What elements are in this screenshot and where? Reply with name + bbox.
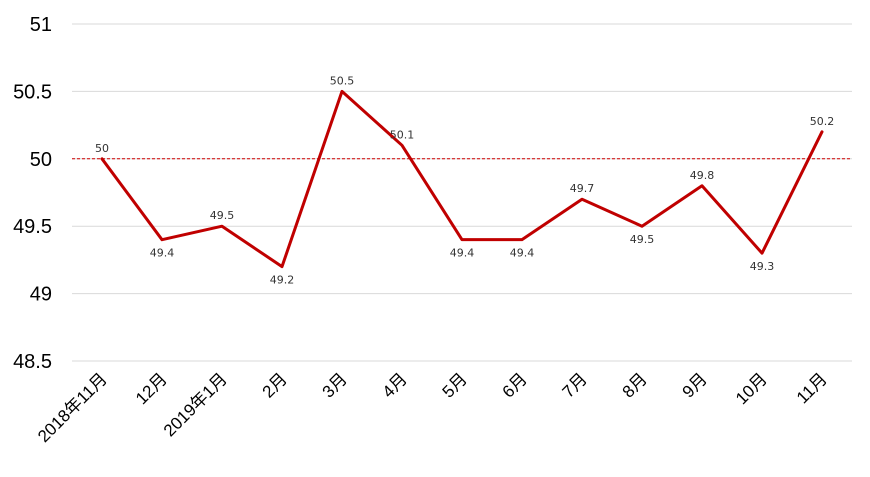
- y-tick-label: 51: [30, 14, 52, 36]
- series-line: [100, 89, 824, 269]
- x-tick-label: 12月: [132, 369, 171, 408]
- x-tick-label: 6月: [499, 369, 531, 401]
- data-labels: 50 49.4 49.5 49.2 50.5 50.1 49.4 49.4 49.7 49.5 49…: [95, 74, 834, 286]
- x-tick-label: 2019年1月: [160, 369, 231, 440]
- x-tick-label: 9月: [679, 369, 711, 401]
- x-tick-label: 4月: [379, 369, 411, 401]
- x-tick-label: 8月: [619, 369, 651, 401]
- x-tick-label: 2018年11月: [34, 369, 111, 446]
- x-tick-label: 7月: [559, 369, 591, 401]
- data-label: 49.2: [270, 274, 295, 287]
- data-label: 50.5: [330, 74, 355, 87]
- y-tick-label: 49: [30, 284, 52, 306]
- data-label: 49.4: [510, 247, 535, 260]
- x-tick-label: 5月: [439, 369, 471, 401]
- data-label: 49.4: [450, 247, 475, 260]
- data-label: 49.5: [210, 209, 235, 222]
- y-axis-ticks: 48.5 49 49.5 50 50.5 51: [13, 14, 52, 373]
- gridlines: [72, 23, 852, 362]
- data-label: 50: [95, 142, 109, 155]
- data-label: 49.5: [630, 233, 655, 246]
- y-tick-label: 50: [30, 149, 52, 171]
- y-tick-label: 50.5: [13, 81, 52, 103]
- y-tick-label: 48.5: [13, 351, 52, 373]
- y-tick-label: 49.5: [13, 216, 52, 238]
- data-label: 49.8: [690, 169, 715, 182]
- data-label: 50.1: [390, 128, 415, 141]
- data-label: 49.4: [150, 247, 175, 260]
- data-label: 49.7: [570, 182, 595, 195]
- x-tick-label: 3月: [319, 369, 351, 401]
- series-line-group: [100, 89, 824, 269]
- data-label: 50.2: [810, 115, 835, 128]
- x-tick-label: 11月: [793, 369, 831, 407]
- data-label: 49.3: [750, 260, 775, 273]
- x-tick-label: 10月: [732, 369, 771, 408]
- x-tick-label: 2月: [259, 369, 291, 401]
